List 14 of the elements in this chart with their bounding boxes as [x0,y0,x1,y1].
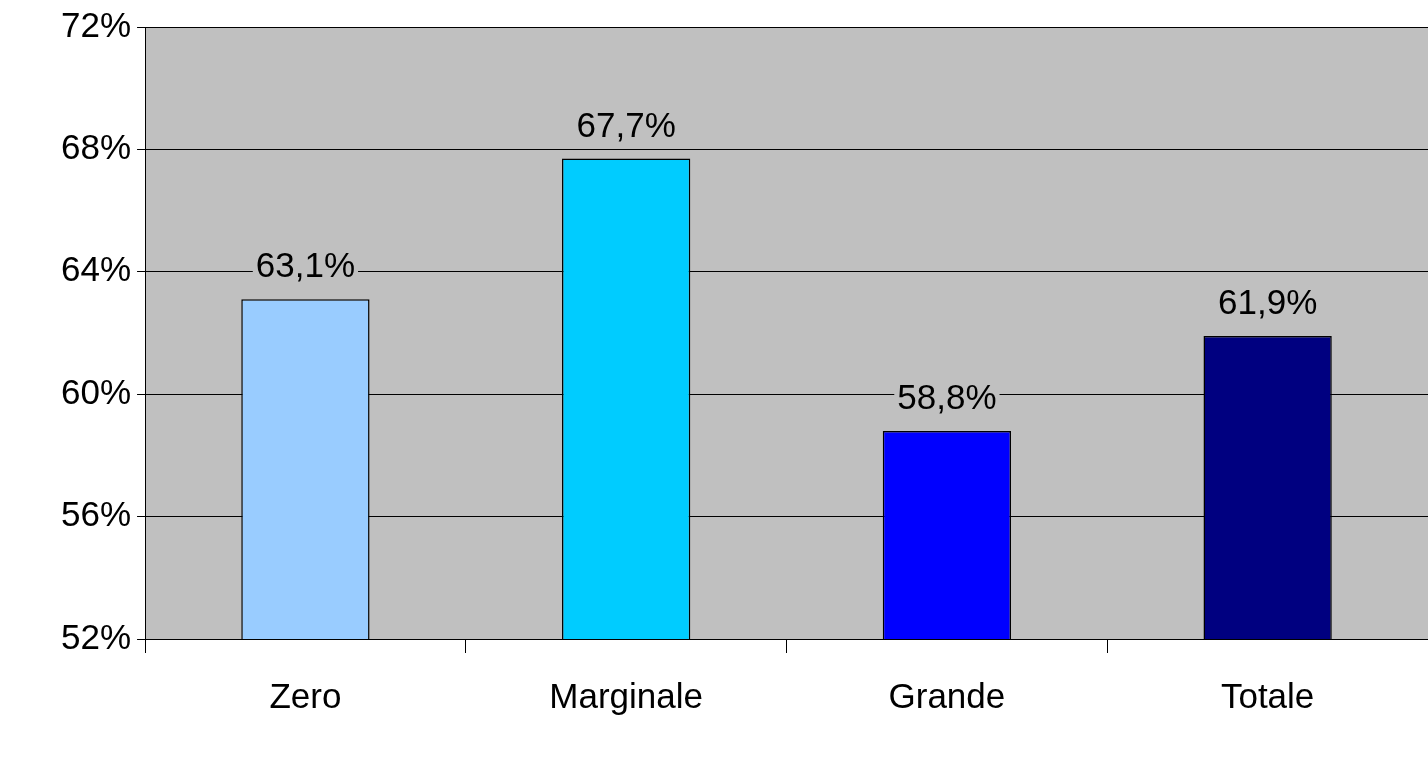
y-tick-label: 52% [60,616,132,656]
y-tick-label: 72% [60,4,132,44]
y-tick-label: 68% [60,127,132,167]
y-tick-label: 56% [60,494,132,534]
y-tick-label: 60% [60,371,132,411]
x-tick-label: Grande [888,675,1006,715]
x-tick-label: Marginale [549,675,704,715]
data-label: 63,1% [255,245,356,285]
x-tick-label: Zero [269,675,342,715]
y-tick-label: 64% [60,249,132,289]
data-label: 58,8% [897,377,997,417]
x-tick-label: Totale [1220,675,1315,715]
data-label: 67,7% [576,104,676,144]
data-label: 61,9% [1218,282,1318,322]
